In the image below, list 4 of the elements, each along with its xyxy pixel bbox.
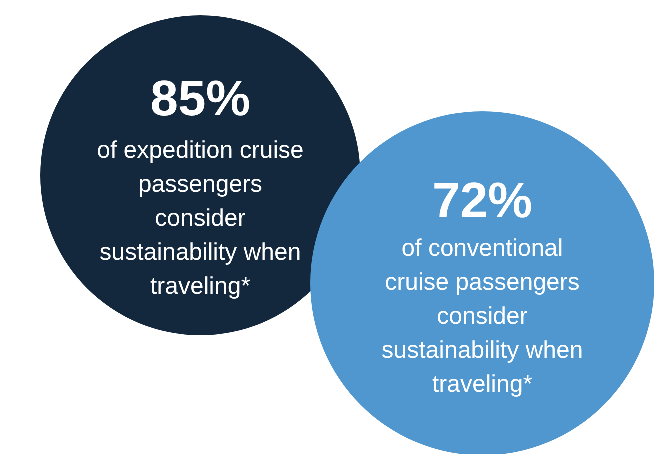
category-label: of expedition cruise passengers consider sustainability when traveling* [97,137,304,300]
data-label: 85% [150,70,251,126]
data-label: 72% [432,172,533,228]
category-label: of conventional cruise passengers consider sustainability when traveling* [382,235,584,398]
